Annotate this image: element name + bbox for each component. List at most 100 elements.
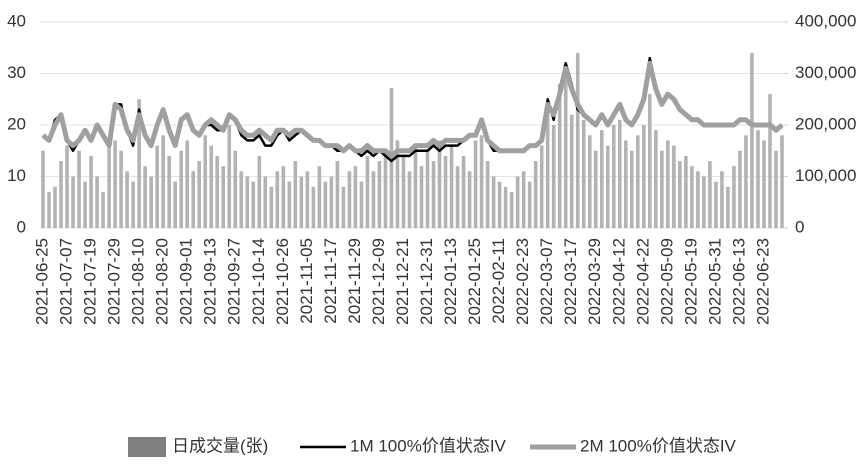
bar	[473, 140, 478, 228]
bar	[341, 186, 346, 228]
bar	[762, 140, 766, 228]
bar	[215, 155, 220, 228]
x-tick-label: 2022-03-29	[585, 238, 604, 325]
bar	[119, 150, 123, 228]
bar	[113, 140, 117, 228]
x-tick-label: 2022-02-11	[489, 238, 508, 324]
bar	[696, 171, 700, 228]
bar	[648, 94, 652, 228]
y-tick-label: 20	[7, 114, 26, 133]
bar	[251, 181, 256, 228]
bar	[377, 161, 382, 228]
bar	[720, 171, 724, 228]
bar	[443, 155, 448, 228]
bar	[329, 176, 334, 228]
bar	[155, 145, 159, 228]
bar	[371, 171, 376, 228]
bar	[503, 186, 508, 228]
bar	[287, 181, 292, 228]
bar	[167, 155, 171, 228]
bar	[65, 145, 69, 228]
bar	[293, 161, 298, 228]
bar	[41, 150, 45, 228]
x-tick-label: 2021-08-10	[129, 238, 148, 325]
bar	[491, 176, 496, 228]
y2-tick-label: 200,000	[795, 114, 856, 133]
x-tick-label: 2022-03-17	[561, 238, 580, 325]
bar	[431, 161, 436, 228]
bar	[714, 181, 718, 228]
bar	[203, 135, 208, 228]
y-tick-label: 40	[7, 11, 26, 30]
bar	[233, 150, 238, 228]
legend-label: 2M 100%价值状态IV	[580, 436, 737, 455]
x-tick-label: 2021-11-17	[321, 238, 340, 324]
legend-label: 日成交量(张)	[172, 436, 268, 455]
bar	[359, 181, 364, 228]
bar	[750, 52, 754, 229]
bar	[642, 125, 646, 228]
bar	[726, 186, 730, 228]
x-tick-label: 2022-05-31	[705, 238, 724, 325]
bar	[419, 166, 424, 228]
bar	[407, 171, 412, 228]
x-tick-label: 2021-10-14	[249, 238, 268, 325]
x-tick-label: 2021-07-19	[81, 238, 100, 325]
y2-tick-label: 300,000	[795, 63, 856, 82]
bar	[83, 181, 87, 228]
bar	[437, 140, 442, 228]
bar	[744, 135, 748, 228]
bar	[125, 171, 129, 228]
bar	[95, 176, 99, 228]
bar	[197, 161, 202, 228]
x-tick-label: 2022-01-13	[441, 238, 460, 325]
x-tick-label: 2021-07-29	[105, 238, 124, 325]
bar	[281, 166, 286, 228]
bar	[59, 161, 63, 228]
bar	[131, 181, 135, 228]
bar	[335, 161, 340, 228]
bar	[684, 155, 688, 228]
x-tick-label: 2022-04-22	[633, 238, 652, 325]
bar	[738, 150, 742, 228]
bar	[485, 161, 490, 228]
bar	[557, 83, 562, 228]
bar	[257, 155, 262, 228]
bar	[605, 145, 610, 228]
bar	[636, 135, 640, 228]
bar	[690, 166, 694, 228]
bar	[245, 176, 250, 228]
bar	[449, 145, 454, 228]
bar	[455, 166, 460, 228]
bar	[497, 181, 502, 228]
bar	[299, 176, 304, 228]
bar	[311, 186, 316, 228]
bar	[569, 114, 574, 228]
bar	[593, 150, 598, 228]
bar	[539, 145, 544, 228]
bar	[365, 155, 370, 228]
line	[41, 60, 784, 159]
bar	[479, 135, 484, 228]
bar	[654, 130, 658, 228]
y-tick-label: 10	[7, 166, 26, 185]
x-tick-label: 2021-10-26	[273, 238, 292, 325]
x-tick-label: 2022-06-13	[729, 238, 748, 325]
bar	[191, 171, 196, 228]
bar	[756, 130, 760, 228]
bar	[323, 181, 328, 228]
bar	[47, 191, 51, 228]
bar	[587, 135, 592, 228]
bar	[678, 161, 682, 228]
x-tick-label: 2021-08-20	[153, 238, 172, 325]
bar	[221, 166, 226, 228]
bar	[575, 52, 580, 229]
bar	[515, 176, 520, 228]
legend-swatch	[128, 437, 166, 457]
bar	[768, 94, 772, 228]
x-tick-label: 2021-09-13	[201, 238, 220, 325]
x-tick-label: 2022-02-23	[513, 238, 532, 325]
bar	[413, 145, 418, 228]
bar	[623, 140, 628, 228]
